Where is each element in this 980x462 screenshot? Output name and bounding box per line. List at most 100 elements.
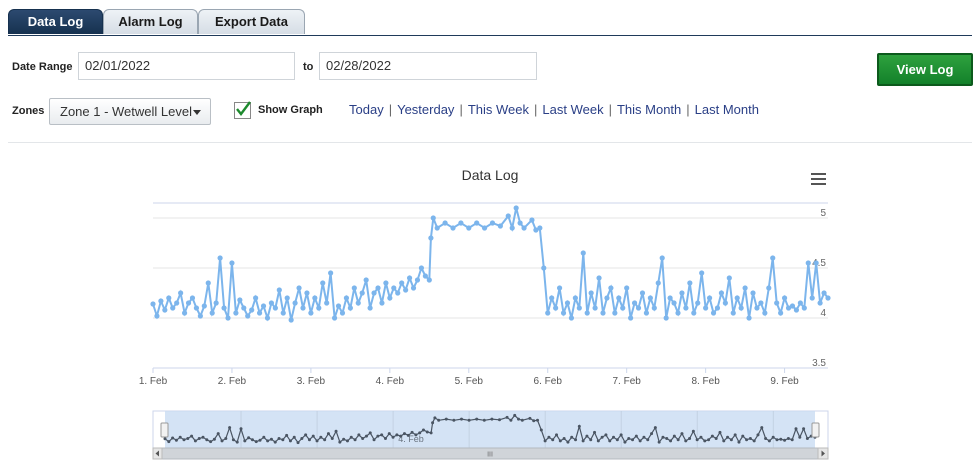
- data-point[interactable]: [272, 305, 278, 311]
- link-today[interactable]: Today: [349, 102, 384, 117]
- data-point[interactable]: [410, 285, 417, 291]
- data-point[interactable]: [683, 305, 689, 311]
- data-point[interactable]: [695, 300, 701, 306]
- data-point[interactable]: [304, 290, 310, 296]
- data-point[interactable]: [537, 225, 543, 231]
- link-last-week[interactable]: Last Week: [542, 102, 604, 117]
- data-point[interactable]: [276, 287, 282, 293]
- data-point[interactable]: [395, 290, 401, 296]
- data-point[interactable]: [466, 225, 472, 231]
- data-point[interactable]: [651, 305, 657, 311]
- data-point[interactable]: [817, 300, 823, 306]
- data-point[interactable]: [422, 273, 428, 279]
- data-point[interactable]: [592, 305, 598, 311]
- data-point[interactable]: [576, 305, 582, 311]
- scrollbar[interactable]: III: [152, 447, 829, 460]
- data-point[interactable]: [821, 290, 827, 296]
- data-point[interactable]: [387, 295, 393, 301]
- data-point[interactable]: [699, 270, 705, 276]
- data-point[interactable]: [754, 305, 760, 311]
- data-point[interactable]: [600, 310, 606, 316]
- data-point[interactable]: [671, 300, 677, 306]
- data-point[interactable]: [225, 315, 231, 321]
- data-point[interactable]: [371, 290, 377, 296]
- data-point[interactable]: [351, 285, 357, 291]
- navigator-selection[interactable]: [165, 411, 815, 449]
- data-point[interactable]: [256, 310, 263, 316]
- data-point[interactable]: [560, 310, 567, 316]
- data-point[interactable]: [181, 310, 188, 316]
- data-point[interactable]: [162, 307, 168, 313]
- data-point[interactable]: [363, 277, 369, 283]
- data-point[interactable]: [367, 305, 373, 311]
- data-point[interactable]: [639, 290, 646, 296]
- data-point[interactable]: [797, 300, 803, 306]
- data-point[interactable]: [359, 290, 365, 296]
- data-point[interactable]: [481, 225, 488, 231]
- data-point[interactable]: [434, 225, 440, 231]
- data-point[interactable]: [766, 285, 772, 291]
- data-point[interactable]: [703, 305, 709, 311]
- data-point[interactable]: [264, 315, 271, 321]
- data-point[interactable]: [158, 298, 164, 304]
- data-point[interactable]: [253, 295, 259, 301]
- link-this-week[interactable]: This Week: [467, 102, 529, 117]
- data-point[interactable]: [517, 220, 523, 226]
- data-point[interactable]: [774, 300, 780, 306]
- data-point[interactable]: [375, 285, 381, 291]
- data-point[interactable]: [675, 310, 681, 316]
- data-point[interactable]: [635, 305, 642, 311]
- link-this-month[interactable]: This Month: [616, 102, 682, 117]
- data-point[interactable]: [714, 305, 721, 311]
- data-point[interactable]: [793, 307, 800, 313]
- data-point[interactable]: [335, 303, 342, 309]
- data-point[interactable]: [489, 220, 496, 226]
- data-point[interactable]: [268, 300, 275, 306]
- data-point[interactable]: [241, 305, 247, 311]
- data-point[interactable]: [174, 300, 180, 306]
- data-point[interactable]: [612, 310, 618, 316]
- data-point[interactable]: [750, 290, 756, 296]
- data-point[interactable]: [308, 310, 314, 316]
- data-point[interactable]: [205, 280, 211, 286]
- data-point[interactable]: [245, 313, 251, 319]
- data-point[interactable]: [521, 225, 527, 231]
- data-point[interactable]: [809, 295, 815, 301]
- data-point[interactable]: [328, 270, 334, 276]
- data-point[interactable]: [742, 285, 748, 291]
- navigator[interactable]: 4. Feb: [152, 410, 829, 450]
- data-point[interactable]: [383, 280, 389, 286]
- data-point[interactable]: [217, 255, 223, 261]
- data-point[interactable]: [596, 275, 602, 281]
- data-point[interactable]: [663, 315, 669, 321]
- data-point[interactable]: [655, 280, 661, 286]
- data-point[interactable]: [320, 280, 326, 286]
- hamburger-icon[interactable]: [811, 173, 826, 185]
- tab-alarm-log[interactable]: Alarm Log: [103, 9, 198, 34]
- data-point[interactable]: [580, 250, 586, 256]
- data-point[interactable]: [316, 305, 322, 311]
- data-point[interactable]: [710, 310, 717, 316]
- data-point[interactable]: [170, 305, 176, 311]
- view-log-button[interactable]: View Log: [877, 53, 973, 86]
- data-point[interactable]: [201, 303, 207, 309]
- data-point[interactable]: [284, 295, 290, 301]
- tab-export-data[interactable]: Export Data: [198, 9, 305, 34]
- navigator-right-handle[interactable]: [811, 422, 820, 438]
- data-point[interactable]: [588, 290, 594, 296]
- data-point[interactable]: [584, 310, 590, 316]
- data-point[interactable]: [556, 285, 563, 291]
- data-point[interactable]: [604, 295, 610, 301]
- data-point[interactable]: [730, 310, 736, 316]
- data-point[interactable]: [624, 285, 630, 291]
- data-point[interactable]: [150, 301, 156, 307]
- data-point[interactable]: [260, 303, 267, 309]
- data-point[interactable]: [414, 277, 421, 283]
- data-point[interactable]: [722, 300, 728, 306]
- data-point[interactable]: [734, 295, 740, 301]
- data-point[interactable]: [718, 290, 725, 296]
- data-point[interactable]: [770, 255, 776, 261]
- data-point[interactable]: [166, 295, 172, 301]
- data-point[interactable]: [667, 295, 673, 301]
- data-point[interactable]: [746, 315, 752, 321]
